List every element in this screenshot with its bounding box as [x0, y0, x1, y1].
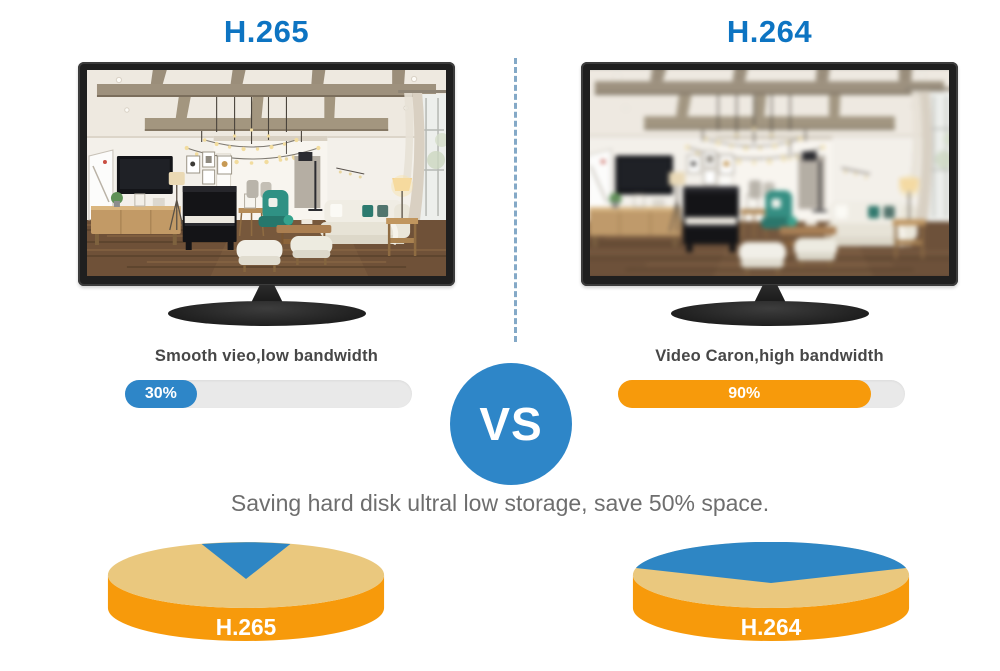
- dashed-divider: [514, 58, 517, 342]
- storage-caption: Saving hard disk ultral low storage, sav…: [230, 490, 770, 516]
- right-bandwidth-caption: Video Caron,high bandwidth: [655, 347, 884, 365]
- left-bandwidth-bar: 30%: [125, 380, 412, 408]
- vs-badge: VS: [450, 363, 572, 485]
- left-bandwidth-caption: Smooth vieo,low bandwidth: [154, 347, 379, 365]
- right-bandwidth-value: 90%: [728, 385, 761, 402]
- left-codec-title: H.265: [223, 14, 310, 49]
- vs-label: VS: [479, 398, 543, 450]
- pie-side-h265: [107, 575, 385, 641]
- right-monitor-screen: [590, 70, 949, 276]
- right-codec-title: H.264: [726, 14, 813, 49]
- h264-pie-label: H.264: [741, 614, 802, 640]
- right-monitor-base: [671, 301, 869, 326]
- left-bandwidth-value: 30%: [144, 385, 177, 402]
- left-bandwidth-fill: 30%: [125, 380, 197, 408]
- right-bandwidth-bar: 90%: [618, 380, 905, 408]
- pie-slice-h264: [635, 542, 907, 583]
- living-room-image-blurry: [590, 70, 949, 276]
- h265-pie-label: H.265: [216, 614, 277, 640]
- living-room-image-clear: [87, 70, 446, 276]
- left-monitor: [78, 62, 455, 286]
- left-monitor-base: [168, 301, 366, 326]
- pie-slice-h265: [201, 542, 291, 579]
- h265-pie-chart: H.265: [107, 542, 385, 641]
- right-monitor: [581, 62, 958, 286]
- right-bandwidth-fill: 90%: [618, 380, 871, 408]
- left-monitor-screen: [87, 70, 446, 276]
- h264-pie-chart: H.264: [632, 542, 910, 641]
